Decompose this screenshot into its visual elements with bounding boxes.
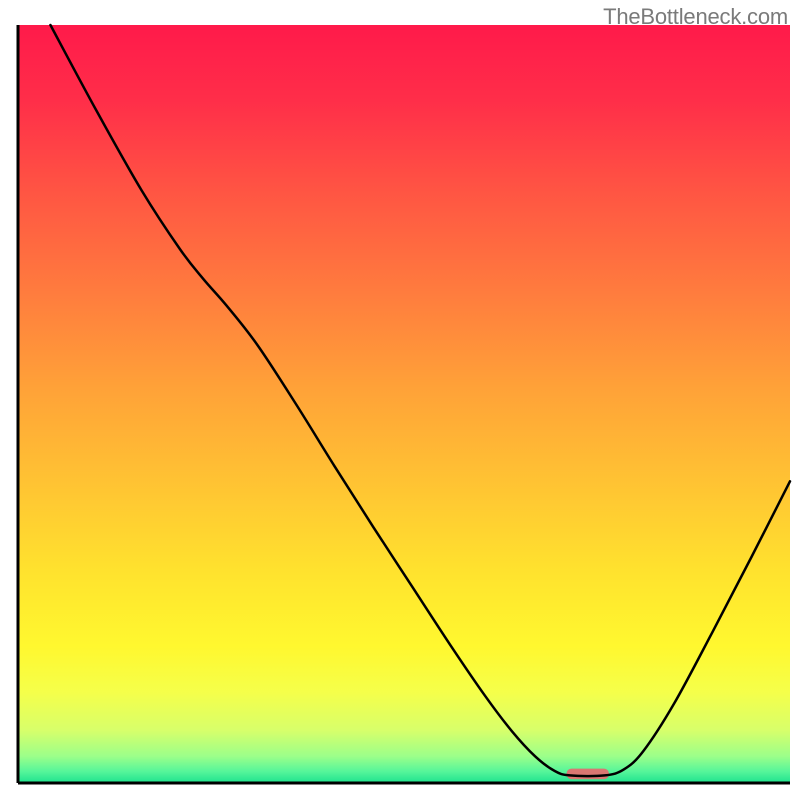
optimal-marker (567, 769, 609, 780)
chart-svg (0, 0, 800, 800)
watermark-text: TheBottleneck.com (603, 4, 788, 30)
plot-background (18, 25, 790, 783)
bottleneck-chart: TheBottleneck.com (0, 0, 800, 800)
